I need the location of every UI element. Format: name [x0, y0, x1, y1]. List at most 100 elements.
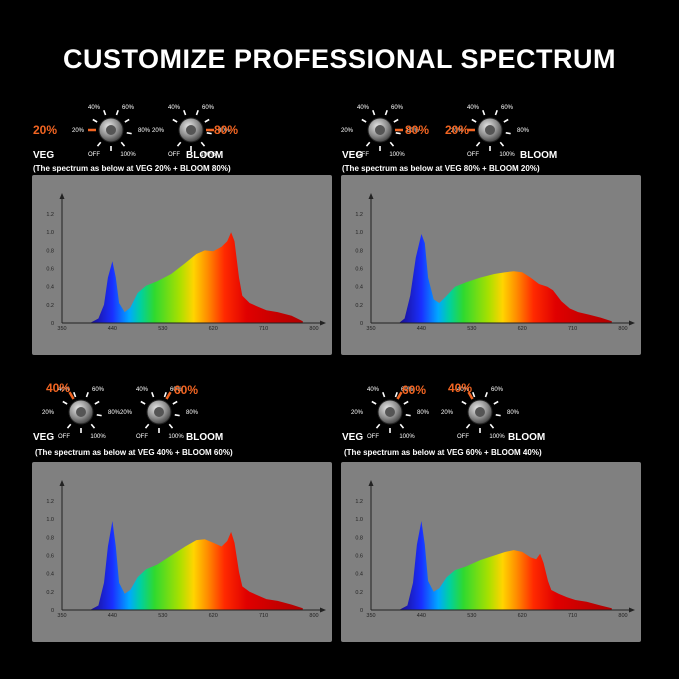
x-tick-label: 350	[57, 613, 66, 619]
dial-label-100: 100%	[489, 434, 505, 440]
dial-label-40: 40%	[168, 105, 181, 111]
dial-label-60: 60%	[401, 387, 414, 393]
spectrum-chart: 0 0.2 0.4 0.6 0.8 1.0 1.2 350 440 530 620 710 800	[341, 462, 641, 642]
y-axis-arrow	[368, 193, 374, 199]
x-tick-label: 530	[467, 613, 476, 619]
dial-label-60: 60%	[501, 105, 514, 111]
dial-label-40: 40%	[457, 387, 470, 393]
dial-label-80: 80%	[186, 410, 199, 416]
x-axis-arrow	[320, 320, 326, 326]
veg-label: VEG	[33, 432, 55, 443]
y-tick-label: 0.2	[46, 590, 54, 596]
x-tick-label: 350	[366, 326, 375, 332]
dial-label-60: 60%	[391, 105, 404, 111]
dial-label-100: 100%	[120, 152, 136, 158]
x-tick-label: 710	[568, 613, 577, 619]
dial-label-20: 20%	[42, 410, 55, 416]
y-tick-label: 0	[51, 608, 54, 614]
y-tick-label: 0.4	[46, 285, 54, 291]
dial-label-80: 80%	[407, 128, 420, 134]
bloom-value: 40%	[448, 381, 472, 395]
veg-value: 20%	[33, 123, 57, 137]
spectrum-area	[90, 232, 303, 323]
bloom-dial: 40% 60% 20% 80% OFF 100%	[152, 105, 231, 158]
x-axis-arrow	[629, 320, 635, 326]
dial-label-20: 20%	[341, 128, 354, 134]
dial-label-off: OFF	[357, 152, 369, 158]
x-tick-label: 440	[417, 326, 426, 332]
bloom-value: 20%	[445, 123, 469, 137]
dial-label-80: 80%	[507, 410, 520, 416]
y-axis-arrow	[368, 480, 374, 486]
veg-label: VEG	[33, 150, 55, 161]
x-tick-label: 440	[108, 613, 117, 619]
spectrum-chart: 0 0.2 0.4 0.6 0.8 1.0 1.2 350 440 530 620 710 800	[32, 175, 332, 355]
dial-label-80: 80%	[108, 410, 121, 416]
spectrum-chart: 0 0.2 0.4 0.6 0.8 1.0 1.2 350 440 530 620 710 800	[341, 175, 641, 355]
spectrum-caption: (The spectrum as below at VEG 60% + BLOO…	[344, 448, 542, 457]
x-tick-label: 710	[259, 326, 268, 332]
x-tick-label: 350	[366, 613, 375, 619]
bloom-label: BLOOM	[520, 150, 558, 161]
y-axis-arrow	[59, 480, 65, 486]
veg-value: 80%	[405, 123, 429, 137]
x-tick-label: 620	[209, 326, 218, 332]
x-tick-label: 440	[417, 613, 426, 619]
x-tick-label: 620	[518, 613, 527, 619]
y-tick-label: 0	[360, 321, 363, 327]
dial-controls: 40% 60%20% 80%OFF 100%40% 60%20% 80%OFF 100%80…	[341, 105, 530, 158]
veg-label: VEG	[342, 432, 364, 443]
bloom-label: BLOOM	[186, 150, 224, 161]
y-tick-label: 0.6	[46, 267, 54, 273]
dial-label-20: 20%	[152, 128, 165, 134]
y-tick-label: 0.6	[355, 267, 363, 273]
veg-dial: 40% 60% 20% 80% OFF 100%	[341, 105, 420, 158]
y-tick-label: 0.8	[355, 248, 363, 254]
dial-label-40: 40%	[367, 387, 380, 393]
veg-label: VEG	[342, 150, 364, 161]
y-tick-label: 1.2	[355, 499, 363, 505]
x-axis-arrow	[629, 607, 635, 613]
x-tick-label: 800	[309, 613, 318, 619]
spectrum-caption: (The spectrum as below at VEG 40% + BLOO…	[35, 448, 233, 457]
veg-dial: 40% 60% 20% 80% OFF 100%	[42, 387, 121, 440]
y-tick-label: 0.8	[46, 535, 54, 541]
veg-dial: 40% 60% 20% 80% OFF 100%	[72, 105, 151, 158]
y-tick-label: 0.2	[355, 303, 363, 309]
y-tick-label: 1.0	[355, 230, 363, 236]
dial-label-100: 100%	[168, 434, 184, 440]
dial-label-100: 100%	[90, 434, 106, 440]
spectrum-area	[399, 234, 612, 323]
x-tick-label: 530	[158, 613, 167, 619]
dial-label-20: 20%	[441, 410, 454, 416]
x-tick-label: 620	[209, 613, 218, 619]
x-tick-label: 800	[618, 326, 627, 332]
x-tick-label: 710	[568, 326, 577, 332]
spectrum-area	[90, 521, 303, 610]
dial-label-off: OFF	[136, 434, 148, 440]
spectrum-chart: 0 0.2 0.4 0.6 0.8 1.0 1.2 350 440 530 620 710 800	[32, 462, 332, 642]
dial-label-off: OFF	[88, 152, 100, 158]
dial-label-40: 40%	[58, 387, 71, 393]
y-tick-label: 0.8	[355, 535, 363, 541]
y-tick-label: 1.2	[46, 212, 54, 218]
dial-label-100: 100%	[499, 152, 515, 158]
dial-label-80: 80%	[517, 128, 530, 134]
veg-dial: 40% 60% 20% 80% OFF 100%	[351, 387, 430, 440]
dial-label-off: OFF	[467, 152, 479, 158]
dial-label-100: 100%	[389, 152, 405, 158]
x-tick-label: 530	[158, 326, 167, 332]
dial-label-20: 20%	[351, 410, 364, 416]
bloom-dial: 40% 60% 20% 80% OFF 100%	[451, 105, 530, 158]
y-tick-label: 0.2	[355, 590, 363, 596]
dial-label-40: 40%	[467, 105, 480, 111]
x-tick-label: 440	[108, 326, 117, 332]
page-title: CUSTOMIZE PROFESSIONAL SPECTRUM	[62, 44, 617, 74]
y-tick-label: 0	[360, 608, 363, 614]
y-tick-label: 1.2	[46, 499, 54, 505]
dial-label-off: OFF	[457, 434, 469, 440]
dial-label-off: OFF	[168, 152, 180, 158]
y-tick-label: 0.6	[46, 554, 54, 560]
dial-label-40: 40%	[357, 105, 370, 111]
x-tick-label: 530	[467, 326, 476, 332]
